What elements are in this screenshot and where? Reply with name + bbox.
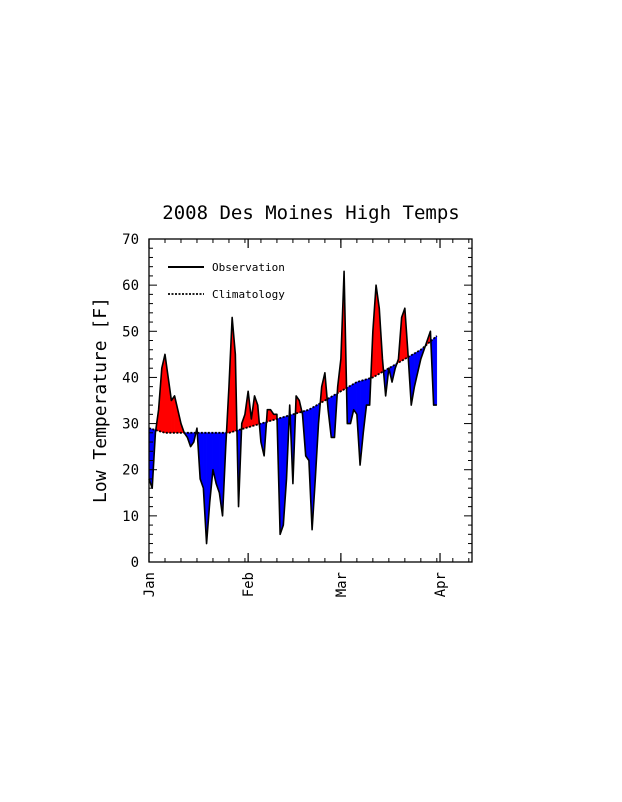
axes-layer: 0 10 20 30 40 50 60 70 Jan Feb Mar Apr [122, 232, 472, 597]
x-tick-label: Feb [241, 572, 257, 597]
legend-label-observation: Observation [212, 261, 285, 274]
anomaly-fill-segment [279, 416, 284, 535]
climatology-line [148, 335, 438, 434]
series-line-layer [148, 270, 438, 545]
x-tick-label: Mar [334, 572, 350, 597]
anomaly-fill-layer [148, 271, 438, 544]
anomaly-fill-segment [171, 395, 175, 434]
y-axis-label: Low Temperature [F] [90, 297, 111, 503]
chart-title: 2008 Des Moines High Temps [162, 202, 459, 224]
legend: Observation Climatology [168, 261, 285, 301]
y-tick-label: 0 [131, 555, 139, 571]
observation-line [148, 270, 437, 545]
y-tick-label: 70 [122, 232, 139, 248]
y-tick-label: 50 [122, 324, 139, 340]
legend-label-climatology: Climatology [212, 288, 285, 301]
y-tick-label: 40 [122, 370, 139, 386]
plot-frame [148, 238, 473, 563]
anomaly-fill-segment [433, 335, 438, 406]
y-tick-label: 20 [122, 463, 139, 479]
y-tick-label: 30 [122, 417, 139, 433]
x-tick-label: Jan [142, 572, 158, 597]
x-tick-label: Apr [433, 572, 449, 597]
y-tick-label: 60 [122, 278, 139, 294]
y-tick-label: 10 [122, 509, 139, 525]
anomaly-fill-segment [331, 394, 335, 438]
